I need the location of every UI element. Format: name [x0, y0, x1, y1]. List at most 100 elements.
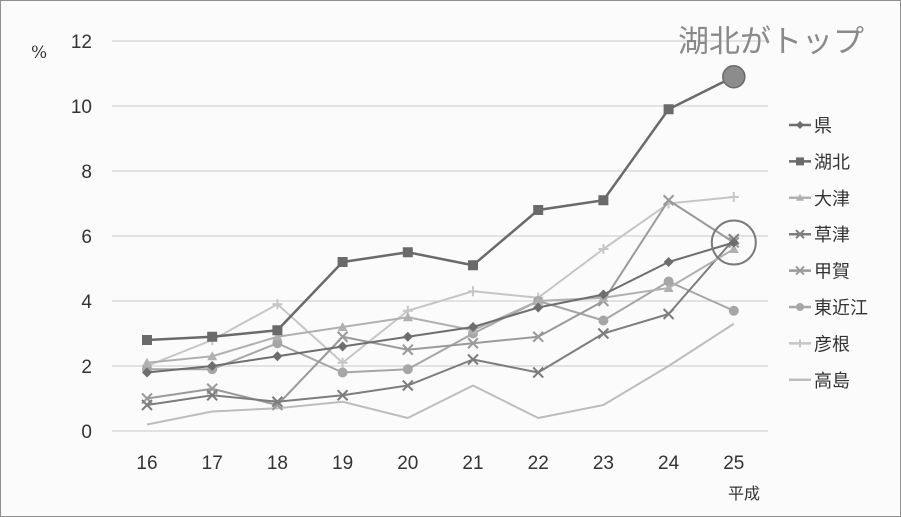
data-point	[532, 331, 544, 343]
data-point	[402, 379, 414, 392]
highlight-ring	[710, 219, 757, 266]
data-point	[662, 194, 675, 206]
series-line	[146, 238, 735, 406]
series-彦根	[142, 192, 739, 371]
series-湖北	[142, 71, 739, 345]
data-point	[796, 157, 804, 166]
series-line	[146, 75, 735, 342]
data-point	[467, 337, 479, 349]
series-line	[146, 241, 735, 374]
data-point	[795, 265, 805, 276]
legend-item: 甲賀	[789, 262, 850, 283]
x-tick-label: 18	[267, 453, 288, 474]
legend-item: 湖北	[789, 152, 850, 173]
data-point	[402, 247, 413, 258]
legend-label: 甲賀	[814, 262, 850, 283]
legend-label: 草津	[814, 225, 850, 246]
series-草津	[141, 233, 740, 411]
annotation-text: 湖北がトップ	[678, 24, 864, 60]
legend-label: 彦根	[814, 334, 850, 355]
data-point	[468, 322, 478, 332]
x-tick-label: 22	[528, 453, 549, 474]
data-point	[532, 366, 544, 379]
data-point	[402, 364, 413, 375]
x-tick-label: 17	[202, 453, 223, 474]
data-point	[663, 257, 674, 267]
data-point	[272, 331, 283, 341]
highlights	[710, 65, 757, 266]
x-tick-label: 23	[593, 453, 614, 474]
legend-item: 大津	[789, 189, 850, 210]
data-point	[598, 244, 609, 254]
series-line	[146, 248, 735, 364]
y-tick-label: 10	[71, 97, 92, 118]
series-line	[146, 196, 734, 367]
data-point	[272, 325, 283, 336]
data-point	[336, 331, 349, 343]
legend-label: 湖北	[814, 152, 850, 173]
data-point	[142, 367, 152, 378]
data-point	[272, 299, 283, 310]
legend-item: 高島	[789, 371, 850, 392]
data-point	[142, 335, 152, 345]
data-point	[796, 303, 804, 311]
data-point	[598, 195, 609, 206]
data-point	[795, 229, 805, 239]
x-tick-label: 24	[658, 453, 680, 474]
data-point	[663, 276, 674, 287]
data-point	[336, 389, 349, 401]
series-県	[142, 237, 739, 378]
legend-label: 県	[814, 116, 832, 137]
y-axis-ticks: 0 2 4 6 8 10 12	[71, 32, 93, 443]
data-point	[796, 193, 804, 201]
x-tick-label: 16	[136, 453, 157, 474]
data-point	[728, 237, 739, 248]
data-point	[207, 331, 218, 342]
data-point	[728, 244, 739, 253]
data-point	[467, 353, 479, 366]
data-point	[728, 305, 739, 316]
data-point	[271, 396, 284, 408]
series-高島	[146, 322, 735, 426]
legend-label: 東近江	[814, 298, 868, 319]
data-point	[533, 205, 544, 215]
series-lines	[141, 71, 740, 426]
legend-item: 東近江	[789, 298, 868, 319]
data-point	[337, 322, 348, 331]
y-tick-label: 0	[81, 422, 92, 443]
legend-item: 彦根	[789, 334, 850, 355]
x-tick-label: 25	[723, 453, 744, 474]
legend-label: 高島	[814, 371, 850, 392]
legend-item: 県	[789, 116, 832, 137]
x-axis-ticks: 16 17 18 19 20 21 22 23 24 25	[136, 453, 744, 474]
highlight-dot	[722, 65, 746, 89]
legend-item: 草津	[789, 225, 850, 246]
data-point	[598, 315, 609, 326]
data-point	[141, 399, 153, 411]
data-point	[207, 361, 218, 371]
y-tick-label: 12	[71, 32, 92, 53]
data-point	[402, 344, 414, 356]
y-tick-label: 6	[81, 227, 92, 248]
y-axis-unit: %	[31, 43, 47, 63]
data-point	[663, 283, 674, 292]
data-point	[402, 312, 413, 322]
series-大津	[142, 244, 739, 367]
data-point	[337, 357, 348, 368]
y-tick-label: 2	[81, 357, 92, 378]
data-point	[662, 308, 675, 320]
data-point	[337, 341, 348, 352]
data-point	[796, 339, 804, 348]
x-tick-label: 20	[397, 453, 418, 474]
data-point	[468, 260, 478, 271]
data-point	[272, 351, 283, 362]
series-line	[147, 280, 735, 374]
y-tick-label: 4	[81, 292, 92, 313]
data-point	[598, 289, 609, 300]
x-axis-era-label: 平成	[728, 484, 760, 503]
data-point	[533, 302, 544, 313]
x-tick-label: 21	[462, 453, 483, 474]
data-point	[533, 296, 544, 305]
data-point	[142, 357, 152, 367]
